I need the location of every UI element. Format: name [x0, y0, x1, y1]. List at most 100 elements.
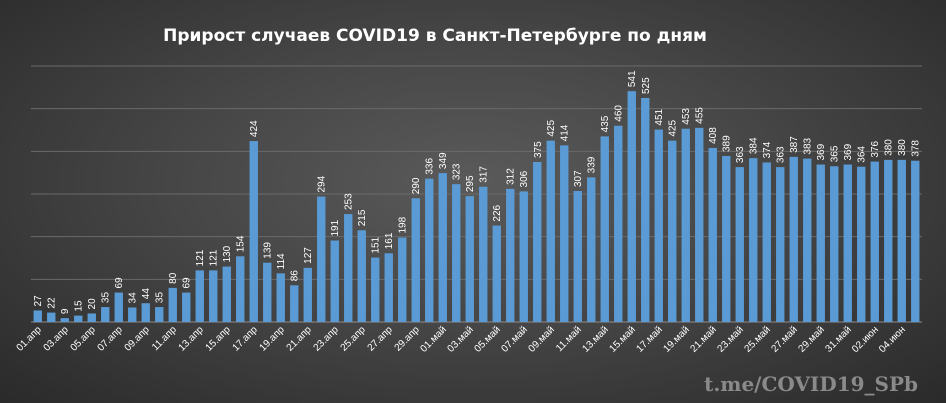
bar-28.май — [803, 158, 812, 322]
bar-05.апр — [87, 313, 96, 322]
x-tick-label: 29.май — [797, 324, 827, 354]
bar-01.июн — [857, 166, 866, 322]
chart-title: Прирост случаев COVID19 в Санкт-Петербур… — [163, 26, 707, 46]
bar-17.май — [654, 129, 663, 322]
value-label: 44 — [141, 288, 152, 300]
value-label: 365 — [830, 145, 841, 162]
x-tick-label: 17.апр — [231, 324, 261, 354]
value-label: 114 — [276, 253, 287, 269]
x-tick-label: 01.май — [419, 324, 449, 354]
value-label: 151 — [371, 236, 382, 253]
bar-22.апр — [317, 196, 326, 322]
value-label: 425 — [546, 120, 557, 137]
x-tick-label: 07.май — [500, 324, 530, 354]
bar-06.май — [506, 188, 515, 322]
value-label: 383 — [803, 137, 814, 154]
value-label: 312 — [506, 168, 517, 185]
bar-13.апр — [195, 270, 204, 322]
value-label: 378 — [911, 140, 922, 157]
value-label: 374 — [762, 141, 773, 158]
x-tick-label: 05.апр — [69, 324, 99, 354]
bar-16.май — [641, 98, 650, 322]
bar-31.май — [843, 164, 852, 322]
x-tick-label: 19.апр — [258, 324, 288, 354]
bar-30.май — [830, 166, 839, 322]
bar-07.май — [519, 191, 528, 322]
x-tick-label: 27.апр — [366, 324, 396, 354]
bar-25.апр — [357, 230, 366, 322]
value-label: 22 — [47, 297, 58, 309]
gridlines — [31, 65, 922, 323]
value-label: 253 — [344, 193, 355, 210]
value-label: 363 — [735, 146, 746, 163]
value-label: 294 — [317, 175, 328, 192]
value-label: 425 — [668, 120, 679, 137]
bar-08.май — [533, 162, 542, 322]
x-tick-label: 07.апр — [96, 324, 126, 354]
bar-29.апр — [411, 198, 420, 322]
bars — [33, 91, 920, 322]
x-tick-label: 21.май — [689, 324, 719, 354]
bar-04.май — [479, 186, 488, 322]
value-label: 380 — [897, 139, 908, 156]
bar-01.май — [438, 173, 447, 322]
bar-21.май — [708, 147, 717, 322]
value-label: 121 — [209, 249, 220, 266]
bar-02.июн — [870, 161, 879, 322]
value-label: 161 — [384, 232, 395, 249]
value-label: 226 — [492, 204, 503, 221]
value-label: 121 — [195, 249, 206, 266]
value-label: 27 — [33, 295, 44, 307]
x-tick-label: 25.май — [743, 324, 773, 354]
bar-16.апр — [236, 256, 245, 322]
value-label: 525 — [641, 77, 652, 94]
bar-26.апр — [371, 257, 380, 322]
value-label: 191 — [330, 219, 341, 236]
value-label: 69 — [182, 277, 193, 289]
bar-03.май — [465, 196, 474, 322]
bar-05.май — [492, 225, 501, 322]
bar-12.май — [587, 177, 596, 322]
value-label: 364 — [857, 146, 868, 163]
bar-06.апр — [101, 307, 110, 322]
bar-09.апр — [141, 303, 150, 322]
x-tick-label: 05.май — [473, 324, 503, 354]
bar-18.май — [668, 140, 677, 322]
value-label: 307 — [573, 170, 584, 187]
value-label: 80 — [168, 272, 179, 284]
bar-14.апр — [209, 270, 218, 322]
value-label: 453 — [681, 108, 692, 125]
bar-09.май — [546, 140, 555, 322]
value-label: 460 — [614, 105, 625, 122]
bar-25.май — [762, 162, 771, 322]
bar-10.май — [560, 145, 569, 322]
bar-21.апр — [303, 267, 312, 322]
value-label: 339 — [587, 156, 598, 173]
bar-14.май — [614, 125, 623, 322]
value-label: 86 — [290, 270, 301, 282]
x-tick-label: 17.май — [635, 324, 665, 354]
x-tick-label: 27.май — [770, 324, 800, 354]
value-label: 306 — [519, 170, 530, 187]
bar-04.апр — [74, 315, 83, 322]
x-axis-ticks: 01.апр03.апр05.апр07.апр09.апр11.апр13.а… — [15, 324, 908, 355]
bar-15.апр — [222, 266, 231, 322]
value-label: 198 — [398, 216, 409, 233]
value-label: 389 — [722, 135, 733, 152]
value-label: 384 — [749, 137, 760, 154]
value-label: 376 — [870, 140, 881, 157]
x-tick-label: 13.май — [581, 324, 611, 354]
value-label: 414 — [560, 124, 571, 141]
x-tick-label: 15.апр — [204, 324, 234, 354]
x-tick-label: 09.май — [527, 324, 557, 354]
value-label: 295 — [465, 175, 476, 192]
x-tick-label: 04.июн — [877, 324, 908, 355]
x-tick-label: 21.апр — [285, 324, 315, 354]
value-label: 15 — [74, 300, 85, 312]
value-label: 215 — [357, 209, 368, 226]
value-label: 317 — [479, 166, 490, 183]
x-tick-label: 29.апр — [393, 324, 423, 354]
bar-19.апр — [276, 273, 285, 322]
